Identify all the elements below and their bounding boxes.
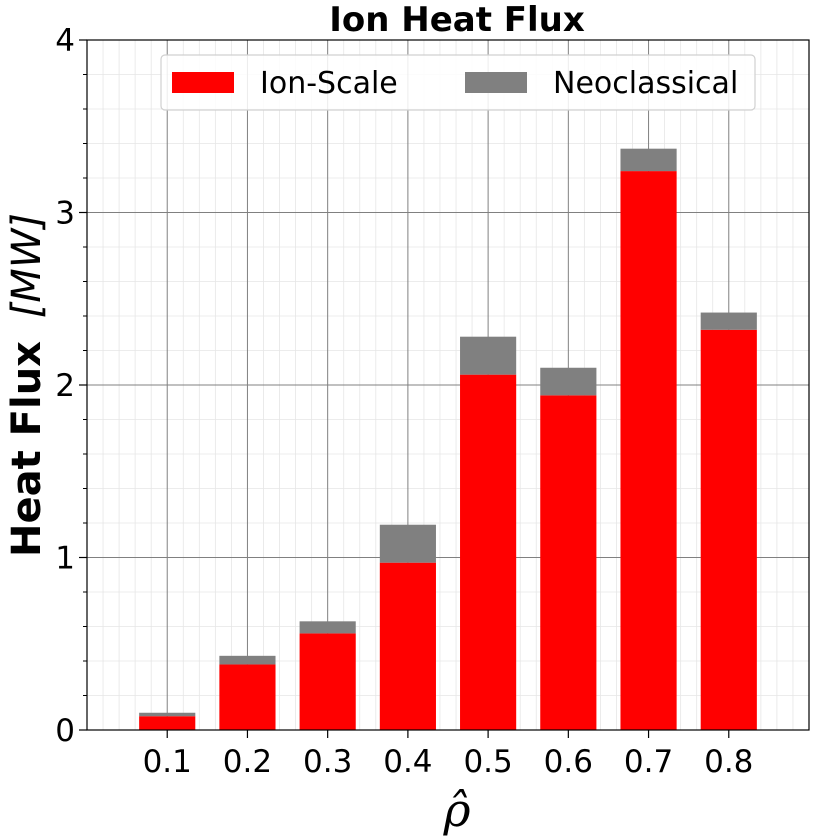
bar-neoclassical-0.8 bbox=[700, 312, 757, 330]
chart-title: Ion Heat Flux bbox=[329, 0, 585, 40]
legend-frame bbox=[160, 54, 756, 111]
bar-ion-scale-0.2 bbox=[219, 664, 276, 730]
x-tick-label: 0.7 bbox=[624, 744, 673, 780]
legend-swatch-ion-scale bbox=[172, 72, 234, 93]
x-tick-label: 0.1 bbox=[143, 744, 192, 780]
bar-ion-scale-0.4 bbox=[379, 562, 436, 730]
bar-ion-scale-0.6 bbox=[540, 395, 597, 730]
y-tick-label: 4 bbox=[55, 23, 75, 59]
bar-neoclassical-0.5 bbox=[460, 336, 517, 375]
legend: Ion-Scale Neoclassical bbox=[160, 54, 756, 111]
bar-neoclassical-0.3 bbox=[299, 621, 356, 634]
bar-ion-scale-0.7 bbox=[620, 171, 677, 731]
legend-label-neoclassical: Neoclassical bbox=[553, 66, 738, 101]
bar-neoclassical-0.6 bbox=[540, 367, 597, 396]
y-axis-label-unit: [MW] bbox=[4, 213, 50, 318]
bar-ion-scale-0.8 bbox=[700, 329, 757, 730]
y-axis-label: Heat Flux [MW] bbox=[4, 213, 50, 557]
x-tick-label: 0.8 bbox=[704, 744, 753, 780]
x-tick-label: 0.3 bbox=[303, 744, 352, 780]
bar-ion-scale-0.1 bbox=[139, 716, 196, 730]
y-tick-label: 1 bbox=[55, 541, 75, 577]
y-tick-label: 0 bbox=[55, 713, 75, 749]
x-tick-label: 0.5 bbox=[463, 744, 512, 780]
grid bbox=[87, 40, 809, 730]
x-tick-label: 0.4 bbox=[383, 744, 432, 780]
bar-neoclassical-0.2 bbox=[219, 655, 276, 665]
x-tick-label: 0.2 bbox=[223, 744, 272, 780]
bar-neoclassical-0.1 bbox=[139, 712, 196, 717]
bar-ion-scale-0.5 bbox=[460, 374, 517, 730]
x-axis-label: ρ̂ bbox=[442, 783, 470, 836]
bar-neoclassical-0.7 bbox=[620, 148, 677, 172]
bar-ion-scale-0.3 bbox=[299, 633, 356, 730]
bars bbox=[139, 148, 757, 731]
legend-swatch-neoclassical bbox=[465, 72, 527, 93]
bar-neoclassical-0.4 bbox=[379, 524, 436, 563]
y-tick-label: 2 bbox=[55, 368, 75, 404]
axis-ticks: 0.1 0.2 0.3 0.4 0.5 0.6 0.7 0.8 0 1 2 3 4 bbox=[55, 23, 753, 780]
y-tick-label: 3 bbox=[55, 196, 75, 232]
legend-label-ion-scale: Ion-Scale bbox=[260, 66, 398, 101]
y-axis-label-text: Heat Flux bbox=[4, 341, 50, 557]
x-tick-label: 0.6 bbox=[544, 744, 593, 780]
